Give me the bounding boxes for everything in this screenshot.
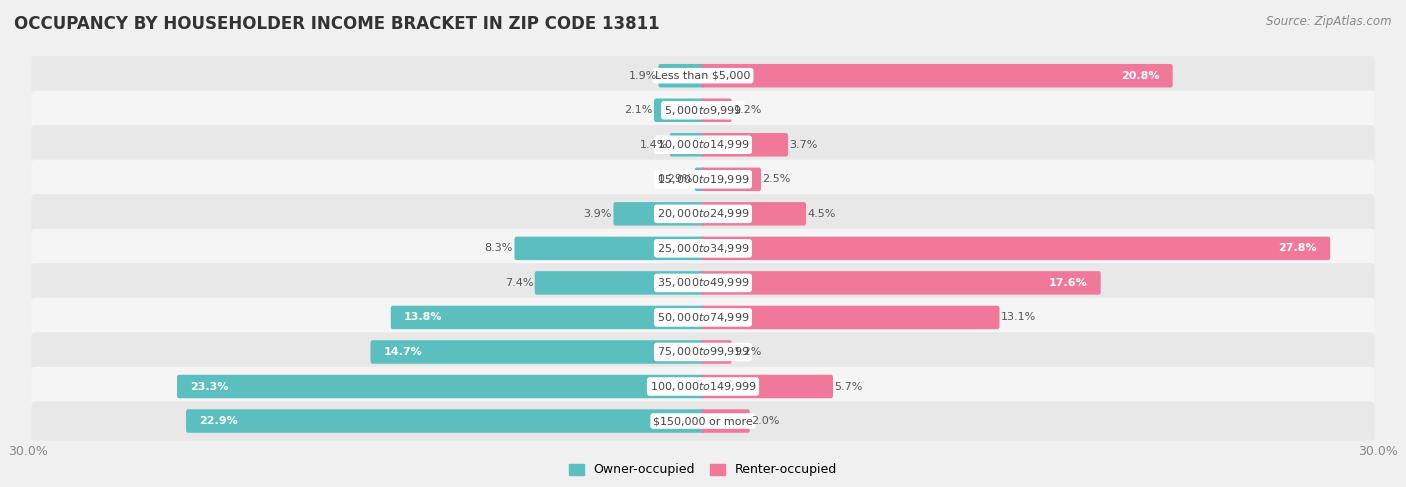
FancyBboxPatch shape (186, 409, 704, 433)
FancyBboxPatch shape (31, 160, 1375, 199)
FancyBboxPatch shape (702, 133, 787, 156)
FancyBboxPatch shape (31, 367, 1375, 406)
FancyBboxPatch shape (31, 229, 1375, 268)
FancyBboxPatch shape (702, 340, 731, 364)
FancyBboxPatch shape (31, 125, 1375, 165)
Text: 17.6%: 17.6% (1049, 278, 1088, 288)
Text: 3.9%: 3.9% (583, 209, 612, 219)
Text: 7.4%: 7.4% (505, 278, 533, 288)
Text: 1.2%: 1.2% (734, 347, 762, 357)
FancyBboxPatch shape (702, 375, 832, 398)
Text: 2.5%: 2.5% (762, 174, 792, 184)
Text: $100,000 to $149,999: $100,000 to $149,999 (650, 380, 756, 393)
FancyBboxPatch shape (31, 401, 1375, 441)
Text: 22.9%: 22.9% (200, 416, 238, 426)
Text: 2.0%: 2.0% (751, 416, 780, 426)
FancyBboxPatch shape (702, 168, 761, 191)
FancyBboxPatch shape (31, 263, 1375, 302)
FancyBboxPatch shape (702, 98, 731, 122)
FancyBboxPatch shape (534, 271, 704, 295)
Text: 27.8%: 27.8% (1278, 244, 1317, 253)
Text: 20.8%: 20.8% (1121, 71, 1160, 81)
Text: Less than $5,000: Less than $5,000 (655, 71, 751, 81)
Text: 2.1%: 2.1% (624, 105, 652, 115)
FancyBboxPatch shape (391, 306, 704, 329)
FancyBboxPatch shape (654, 98, 704, 122)
Text: $35,000 to $49,999: $35,000 to $49,999 (657, 277, 749, 289)
Text: 0.29%: 0.29% (658, 174, 693, 184)
Text: 14.7%: 14.7% (384, 347, 422, 357)
Text: 13.1%: 13.1% (1001, 313, 1036, 322)
FancyBboxPatch shape (31, 56, 1375, 95)
Text: $50,000 to $74,999: $50,000 to $74,999 (657, 311, 749, 324)
Text: $150,000 or more: $150,000 or more (654, 416, 752, 426)
Text: $10,000 to $14,999: $10,000 to $14,999 (657, 138, 749, 151)
FancyBboxPatch shape (702, 237, 1330, 260)
FancyBboxPatch shape (695, 168, 704, 191)
FancyBboxPatch shape (177, 375, 704, 398)
Text: 13.8%: 13.8% (404, 313, 443, 322)
Text: 1.2%: 1.2% (734, 105, 762, 115)
FancyBboxPatch shape (702, 306, 1000, 329)
Text: $20,000 to $24,999: $20,000 to $24,999 (657, 207, 749, 220)
FancyBboxPatch shape (702, 64, 1173, 88)
Text: $15,000 to $19,999: $15,000 to $19,999 (657, 173, 749, 186)
Text: 4.5%: 4.5% (807, 209, 837, 219)
FancyBboxPatch shape (669, 133, 704, 156)
FancyBboxPatch shape (702, 271, 1101, 295)
FancyBboxPatch shape (31, 91, 1375, 130)
Text: Source: ZipAtlas.com: Source: ZipAtlas.com (1267, 15, 1392, 28)
FancyBboxPatch shape (31, 194, 1375, 234)
FancyBboxPatch shape (371, 340, 704, 364)
Text: $5,000 to $9,999: $5,000 to $9,999 (664, 104, 742, 117)
FancyBboxPatch shape (31, 298, 1375, 337)
Text: $25,000 to $34,999: $25,000 to $34,999 (657, 242, 749, 255)
Text: 1.4%: 1.4% (640, 140, 668, 150)
Text: 3.7%: 3.7% (790, 140, 818, 150)
Text: $75,000 to $99,999: $75,000 to $99,999 (657, 345, 749, 358)
FancyBboxPatch shape (658, 64, 704, 88)
Legend: Owner-occupied, Renter-occupied: Owner-occupied, Renter-occupied (564, 458, 842, 482)
Text: 5.7%: 5.7% (835, 381, 863, 392)
FancyBboxPatch shape (31, 332, 1375, 372)
Text: 8.3%: 8.3% (485, 244, 513, 253)
Text: 1.9%: 1.9% (628, 71, 657, 81)
FancyBboxPatch shape (613, 202, 704, 225)
FancyBboxPatch shape (702, 409, 749, 433)
FancyBboxPatch shape (515, 237, 704, 260)
Text: OCCUPANCY BY HOUSEHOLDER INCOME BRACKET IN ZIP CODE 13811: OCCUPANCY BY HOUSEHOLDER INCOME BRACKET … (14, 15, 659, 33)
FancyBboxPatch shape (702, 202, 806, 225)
Text: 23.3%: 23.3% (190, 381, 228, 392)
